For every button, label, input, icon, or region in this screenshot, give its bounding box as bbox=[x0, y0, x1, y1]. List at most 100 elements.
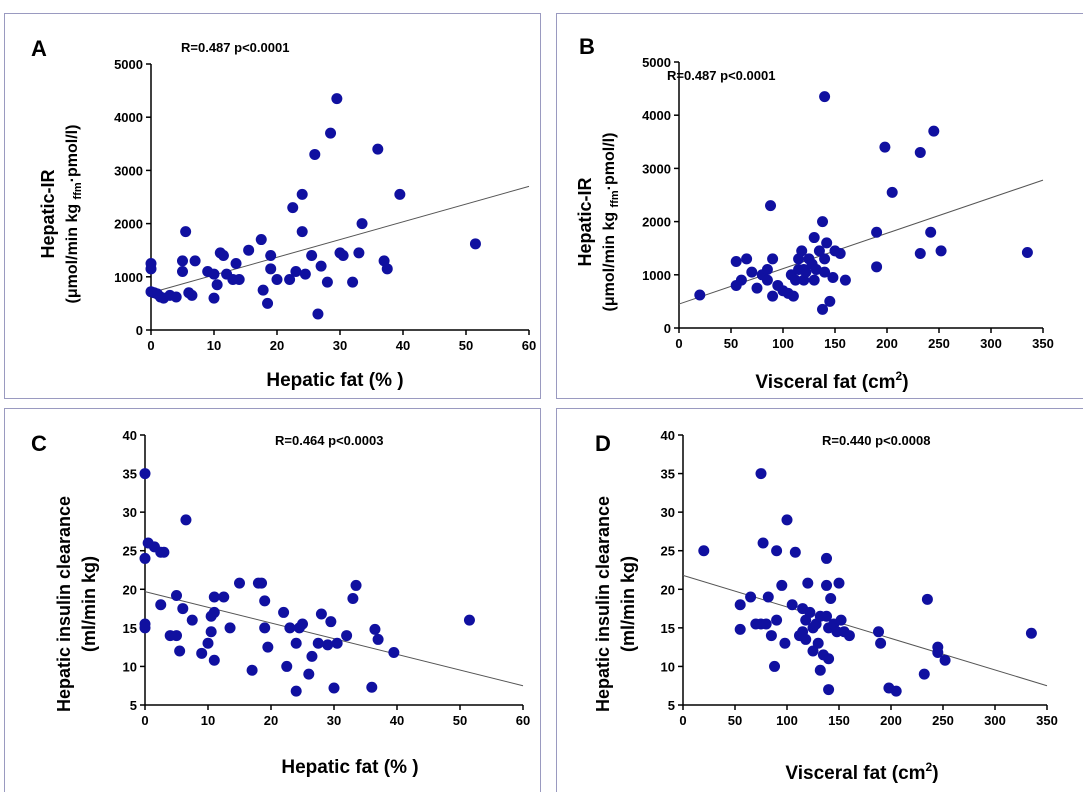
data-point bbox=[804, 606, 816, 618]
data-point bbox=[939, 654, 951, 666]
plot-area-c: 0 10 20 30 40 50 60 5 10 15 20 25 30 35 40 bbox=[123, 428, 531, 728]
data-point bbox=[789, 546, 801, 558]
data-point bbox=[817, 216, 829, 228]
y-tick-label: 10 bbox=[661, 659, 675, 674]
data-point bbox=[823, 653, 835, 665]
x-tick-label: 100 bbox=[776, 713, 798, 728]
data-point bbox=[469, 238, 481, 250]
data-point bbox=[139, 622, 151, 634]
data-point bbox=[843, 630, 855, 642]
data-point bbox=[734, 599, 746, 611]
data-point bbox=[879, 141, 891, 153]
stat-annotation-d: R=0.440 p<0.0008 bbox=[822, 433, 930, 448]
data-point bbox=[787, 290, 799, 302]
data-point bbox=[886, 186, 898, 198]
y-tick-label: 10 bbox=[123, 659, 137, 674]
data-point bbox=[284, 622, 296, 634]
x-tick-label: 250 bbox=[928, 336, 950, 351]
y-tick-label: 35 bbox=[661, 467, 675, 482]
y-tick-label: 40 bbox=[123, 428, 137, 443]
x-tick-label: 20 bbox=[270, 338, 284, 353]
data-point bbox=[171, 630, 182, 642]
data-point bbox=[796, 245, 808, 257]
y-axis-subtitle-c: (ml/min kg) bbox=[79, 556, 99, 652]
y-tick-label: 15 bbox=[123, 621, 137, 636]
data-point bbox=[290, 685, 302, 697]
chart-d-svg: D R=0.440 p<0.0008 Hepatic insulin clear… bbox=[593, 428, 1058, 784]
data-point bbox=[817, 303, 829, 315]
data-point bbox=[871, 261, 883, 273]
data-point bbox=[265, 263, 277, 275]
panel-a: A R=0.487 p<0.0001 Hepatic-IR (μmol/min … bbox=[4, 13, 541, 399]
data-point bbox=[312, 308, 324, 320]
y-tick-label: 4000 bbox=[642, 108, 671, 123]
data-point bbox=[890, 685, 902, 697]
data-point bbox=[1025, 627, 1037, 639]
data-point bbox=[265, 250, 277, 262]
data-point bbox=[372, 633, 384, 645]
plot-area-a: 0 10 20 30 40 50 60 0 1000 2000 3000 4000 5000 bbox=[114, 57, 536, 353]
data-point bbox=[224, 622, 236, 634]
x-axis-title-a: Hepatic fat (% ) bbox=[266, 370, 403, 391]
x-tick-label: 50 bbox=[459, 338, 473, 353]
data-point bbox=[802, 577, 814, 589]
x-axis-title-b: Visceral fat (cm2) bbox=[755, 369, 908, 393]
data-point bbox=[189, 255, 201, 267]
data-point bbox=[312, 637, 324, 649]
data-point bbox=[196, 647, 208, 659]
x-tick-label: 40 bbox=[390, 713, 404, 728]
data-point bbox=[925, 226, 937, 238]
regression-line-d bbox=[682, 574, 1048, 687]
data-point bbox=[306, 650, 318, 662]
data-point bbox=[814, 664, 826, 676]
regression-line-c bbox=[144, 591, 524, 687]
data-point bbox=[935, 245, 947, 257]
data-point bbox=[771, 545, 783, 557]
data-point bbox=[353, 247, 365, 259]
x-tick-label: 60 bbox=[516, 713, 530, 728]
data-point bbox=[745, 591, 757, 603]
x-tick-label: 150 bbox=[828, 713, 850, 728]
data-point bbox=[767, 253, 779, 265]
data-point bbox=[177, 603, 189, 615]
data-point bbox=[871, 226, 883, 238]
x-tick-label: 20 bbox=[264, 713, 278, 728]
data-point bbox=[914, 146, 926, 158]
data-point bbox=[202, 637, 214, 649]
x-tick-label: 350 bbox=[1036, 713, 1058, 728]
panel-letter-d: D bbox=[595, 431, 611, 456]
y-tick-label: 5 bbox=[668, 698, 675, 713]
data-point bbox=[217, 250, 229, 262]
data-point bbox=[278, 606, 290, 618]
data-point bbox=[186, 289, 198, 301]
panel-c: C R=0.464 p<0.0003 Hepatic insulin clear… bbox=[4, 408, 541, 792]
x-tick-label: 0 bbox=[147, 338, 154, 353]
data-point bbox=[208, 268, 220, 280]
y-tick-label: 0 bbox=[136, 323, 143, 338]
data-point bbox=[290, 265, 302, 277]
data-point bbox=[823, 684, 835, 696]
y-tick-label: 30 bbox=[661, 505, 675, 520]
data-point bbox=[230, 258, 242, 269]
data-point bbox=[233, 273, 245, 285]
data-point bbox=[1021, 246, 1033, 258]
x-tick-label: 0 bbox=[679, 713, 686, 728]
data-point bbox=[303, 668, 315, 680]
y-axis-subtitle-a: (μmol/min kg ffm·pmol/l) bbox=[64, 125, 84, 304]
data-point bbox=[208, 606, 220, 618]
y-tick-label: 4000 bbox=[114, 110, 143, 125]
stat-annotation-c: R=0.464 p<0.0003 bbox=[275, 433, 383, 448]
data-point bbox=[761, 263, 773, 275]
y-tick-label: 3000 bbox=[114, 163, 143, 178]
data-point bbox=[921, 593, 933, 605]
y-tick-label: 20 bbox=[661, 582, 675, 597]
data-point bbox=[180, 514, 192, 526]
data-point bbox=[918, 668, 930, 680]
data-point bbox=[158, 546, 170, 558]
data-point bbox=[322, 639, 334, 651]
x-tick-label: 30 bbox=[333, 338, 347, 353]
data-point bbox=[757, 537, 769, 549]
x-axis-title-c: Hepatic fat (% ) bbox=[281, 757, 418, 778]
x-tick-label: 50 bbox=[453, 713, 467, 728]
data-point bbox=[381, 263, 393, 275]
